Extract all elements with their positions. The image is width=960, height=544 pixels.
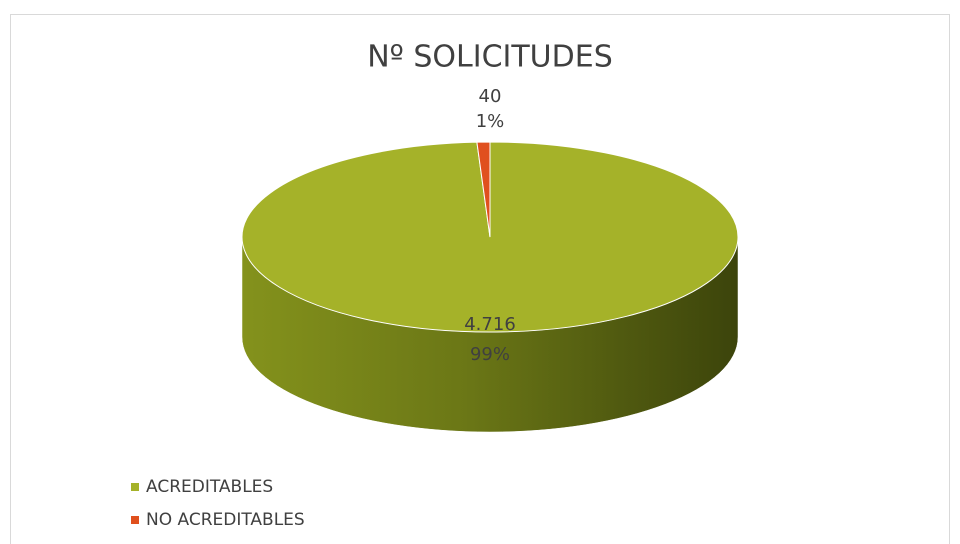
legend-label: NO ACREDITABLES bbox=[146, 510, 305, 530]
pie-slice bbox=[476, 141, 491, 238]
legend-label: ACREDITABLES bbox=[146, 477, 273, 497]
chart-title: Nº SOLICITUDES bbox=[367, 40, 613, 75]
legend-swatch bbox=[131, 483, 139, 491]
percent-label: 99% bbox=[470, 344, 510, 365]
percent-label: 1% bbox=[476, 111, 505, 132]
legend-swatch bbox=[131, 516, 139, 524]
data-label: 4.716 bbox=[464, 314, 516, 335]
data-label: 40 bbox=[479, 86, 502, 107]
